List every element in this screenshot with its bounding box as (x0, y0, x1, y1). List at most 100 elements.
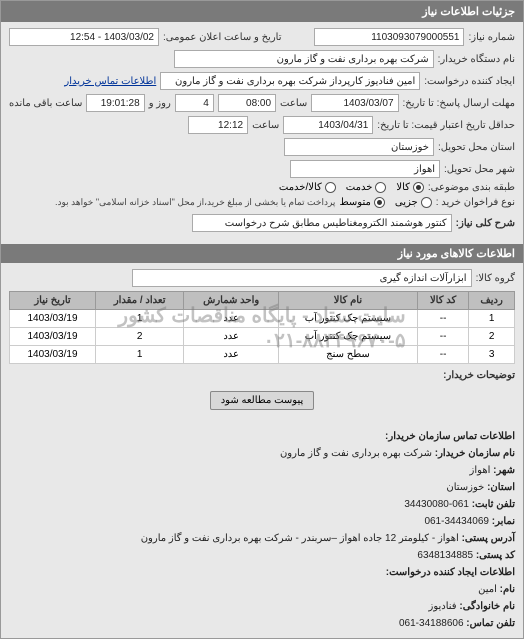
requester-field: امین فنادیوز کارپرداز شرکت بهره برداری ن… (160, 72, 420, 90)
goods-table: ردیف کد کالا نام کالا واحد شمارش تعداد /… (9, 291, 515, 364)
table-row: 1--سیستم چک کنتور آبعدد11403/03/19 (10, 310, 515, 328)
table-row: 2--سیستم چک کنتور آبعدد21403/03/19 (10, 328, 515, 346)
panel-title: جزئیات اطلاعات نیاز (422, 6, 515, 18)
col-code: کد کالا (417, 292, 468, 310)
radio-partial-label: جزیی (395, 197, 418, 208)
table-cell: عدد (184, 328, 279, 346)
city-field: اهواز (290, 160, 440, 178)
hours-label: ساعت باقی مانده (9, 98, 82, 109)
table-cell: 2 (96, 328, 184, 346)
radio-circle-icon (374, 197, 385, 208)
footer-title: اطلاعات تماس سازمان خریدار: (385, 431, 515, 442)
table-cell: سطح سنج (279, 346, 418, 364)
purchase-note: پرداخت تمام یا بخشی از مبلغ خرید،از محل … (55, 197, 335, 208)
tel-value: 34188606-061 (399, 618, 464, 629)
attach-label: توضیحات خریدار: (443, 370, 515, 381)
province-field: خوزستان (284, 138, 434, 156)
table-cell: 2 (469, 328, 515, 346)
fax-label: نمابر: (492, 516, 515, 527)
table-cell: عدد (184, 310, 279, 328)
purchase-radio-group: جزیی متوسط (339, 197, 431, 208)
table-cell: 1403/03/19 (10, 310, 96, 328)
footer-province-value: خوزستان (446, 482, 484, 493)
goods-section-title: اطلاعات کالاهای مورد نیاز (1, 244, 523, 263)
row-city: شهر محل تحویل: اهواز (9, 160, 515, 178)
radio-circle-icon (413, 182, 424, 193)
org-label: نام سازمان خریدار: (435, 448, 515, 459)
radio-service[interactable]: خدمت (346, 182, 387, 193)
announce-field: 1403/03/02 - 12:54 (9, 28, 159, 46)
tel-label: تلفن تماس: (466, 618, 515, 629)
name-value: امین (478, 584, 497, 595)
radio-medium[interactable]: متوسط (339, 197, 384, 208)
row-purchase-type: نوع فراخوان خرید : جزیی متوسط پرداخت تما… (9, 197, 515, 208)
table-cell: عدد (184, 346, 279, 364)
reply-date-field: 1403/03/07 (311, 94, 398, 112)
table-cell: 1403/03/19 (10, 346, 96, 364)
need-no-field: 1103093079000551 (314, 28, 464, 46)
province-label: استان محل تحویل: (438, 142, 515, 153)
row-goods-group: گروه کالا: ابزارآلات اندازه گیری (9, 269, 515, 287)
table-cell: -- (417, 346, 468, 364)
postcode-label: کد پستی: (476, 550, 515, 561)
postcode-value: 6348134885 (417, 550, 473, 561)
row-buyer-org: نام دستگاه خریدار: شرکت بهره برداری نفت … (9, 50, 515, 68)
col-date: تاریخ نیاز (10, 292, 96, 310)
table-cell: 1 (96, 310, 184, 328)
group-label: گروه کالا: (476, 273, 515, 284)
address-label: آدرس پستی: (462, 533, 515, 544)
address-value: اهواز - کیلومتر 12 جاده اهواز –سربندر - … (141, 533, 459, 544)
table-header-row: ردیف کد کالا نام کالا واحد شمارش تعداد /… (10, 292, 515, 310)
row-desc: شرح کلی نیاز: کنتور هوشمند الکترومغناطیس… (9, 214, 515, 232)
footer-city-label: شهر: (493, 465, 515, 476)
time-label-1: ساعت (280, 98, 307, 109)
phone-label: تلفن ثابت: (472, 499, 515, 510)
attachment-button[interactable]: پیوست مطالعه شود (210, 391, 315, 410)
table-cell: سیستم چک کنتور آب (279, 310, 418, 328)
row-province: استان محل تحویل: خوزستان (9, 138, 515, 156)
col-unit: واحد شمارش (184, 292, 279, 310)
col-name: نام کالا (279, 292, 418, 310)
radio-circle-icon (375, 182, 386, 193)
validity-label: حداقل تاریخ اعتبار قیمت: تا تاریخ: (377, 120, 515, 131)
desc-label: شرح کلی نیاز: (456, 218, 515, 229)
row-pack-type: طبقه بندی موضوعی: کالا خدمت کالا/خدمت (9, 182, 515, 193)
announce-label: تاریخ و ساعت اعلان عمومی: (163, 32, 282, 43)
radio-both[interactable]: کالا/خدمت (279, 182, 336, 193)
form-area: شماره نیاز: 1103093079000551 تاریخ و ساع… (1, 22, 523, 242)
days-label: روز و (149, 98, 171, 109)
city-label: شهر محل تحویل: (444, 164, 515, 175)
validity-date-field: 1403/04/31 (283, 116, 373, 134)
footer-city-value: اهواز (470, 465, 491, 476)
table-cell: 1403/03/19 (10, 328, 96, 346)
col-row: ردیف (469, 292, 515, 310)
org-value: شرکت بهره برداری نفت و گاز مارون (280, 448, 432, 459)
name-label: نام: (500, 584, 515, 595)
row-attach: توضیحات خریدار: (9, 370, 515, 381)
need-no-label: شماره نیاز: (468, 32, 515, 43)
requester-label: ایجاد کننده درخواست: (424, 76, 515, 87)
contact-link[interactable]: اطلاعات تماس خریدار (64, 76, 156, 87)
creator-title: اطلاعات ایجاد کننده درخواست: (386, 567, 515, 578)
family-value: فنادیوز (429, 601, 457, 612)
attach-button-row: پیوست مطالعه شود (9, 385, 515, 416)
table-cell: 1 (96, 346, 184, 364)
row-validity: حداقل تاریخ اعتبار قیمت: تا تاریخ: 1403/… (9, 116, 515, 134)
panel-header: جزئیات اطلاعات نیاز (1, 1, 523, 22)
phone-value: 061-34430080 (404, 499, 469, 510)
buyer-org-label: نام دستگاه خریدار: (438, 54, 515, 65)
buyer-org-field: شرکت بهره برداری نفت و گاز مارون (174, 50, 434, 68)
radio-circle-icon (325, 182, 336, 193)
table-row: 3--سطح سنجعدد11403/03/19 (10, 346, 515, 364)
time-label-2: ساعت (252, 120, 279, 131)
table-cell: 3 (469, 346, 515, 364)
radio-service-label: خدمت (346, 182, 373, 193)
radio-partial[interactable]: جزیی (395, 197, 432, 208)
goods-area: گروه کالا: ابزارآلات اندازه گیری ردیف کد… (1, 263, 523, 422)
validity-time-field: 12:12 (188, 116, 248, 134)
group-field: ابزارآلات اندازه گیری (132, 269, 472, 287)
table-cell: -- (417, 328, 468, 346)
details-panel: جزئیات اطلاعات نیاز شماره نیاز: 11030930… (0, 0, 524, 639)
row-reply-deadline: مهلت ارسال پاسخ: تا تاریخ: 1403/03/07 سا… (9, 94, 515, 112)
radio-goods[interactable]: کالا (396, 182, 424, 193)
